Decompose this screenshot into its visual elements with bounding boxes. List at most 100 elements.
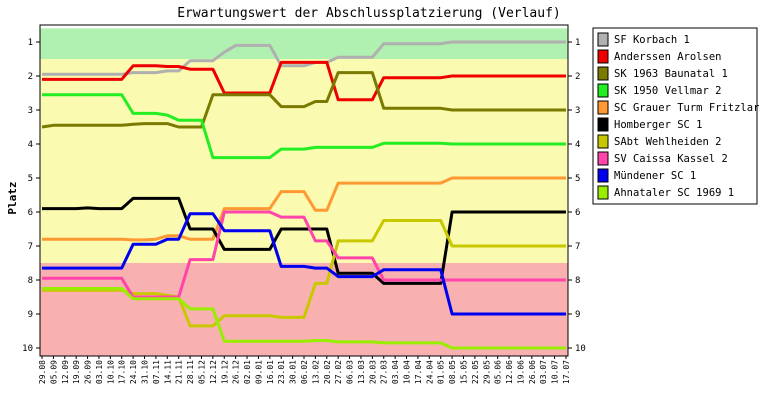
y-tick-label-right-9: 10 (575, 344, 586, 354)
x-tick-label-5: 03.10 (95, 360, 104, 384)
series-line-5 (42, 196, 566, 285)
legend-label-8: Mündener SC 1 (614, 170, 696, 182)
x-tick-label-14: 05.12 (197, 360, 206, 384)
x-tick-label-1: 05.09 (49, 360, 58, 384)
x-tick-label-35: 01.05 (437, 360, 446, 384)
y-tick-label-right-5: 6 (575, 208, 580, 218)
x-tick-label-38: 22.05 (471, 360, 480, 384)
legend-swatch-7 (597, 151, 609, 166)
series-line-1 (42, 60, 566, 102)
x-tick-label-2: 12.09 (61, 360, 70, 384)
x-tick-label-0: 29.08 (38, 360, 47, 384)
y-tick-label-left-5: 6 (28, 208, 33, 218)
x-tick-label-34: 24.04 (425, 360, 434, 384)
x-tick-label-11: 14.11 (163, 360, 172, 384)
x-tick-label-4: 26.09 (84, 360, 93, 384)
x-tick-label-45: 10.07 (551, 360, 560, 384)
x-tick-label-7: 17.10 (118, 360, 127, 384)
y-tick-label-right-4: 5 (575, 174, 580, 184)
x-tick-label-28: 13.03 (357, 360, 366, 384)
x-tick-label-17: 26.12 (232, 360, 241, 384)
x-tick-label-23: 06.02 (300, 360, 309, 384)
y-tick-label-left-8: 9 (28, 310, 33, 320)
x-tick-label-46: 17.07 (562, 360, 571, 384)
x-tick-label-24: 13.02 (311, 360, 320, 384)
x-tick-label-43: 26.06 (528, 360, 537, 384)
y-tick-label-left-9: 10 (22, 344, 33, 354)
legend-swatch-5 (597, 117, 609, 132)
x-tick-label-6: 10.10 (106, 360, 115, 384)
legend-swatch-4 (597, 100, 609, 115)
series-line-2 (41, 71, 566, 129)
series-line-8 (42, 212, 566, 316)
y-tick-label-right-7: 8 (575, 276, 580, 286)
y-tick-label-left-6: 7 (28, 242, 33, 252)
x-tick-label-22: 30.01 (289, 360, 298, 384)
x-tick-label-41: 12.06 (505, 360, 514, 384)
band-0 (40, 28, 568, 59)
x-tick-label-44: 03.07 (539, 360, 548, 384)
x-tick-label-37: 15.05 (459, 360, 468, 384)
x-tick-label-33: 17.04 (414, 360, 423, 384)
x-tick-label-15: 12.12 (209, 360, 218, 384)
legend-swatch-2 (597, 66, 609, 81)
chart-title: Erwartungswert der Abschlussplatzierung … (177, 6, 561, 21)
x-tick-label-39: 29.05 (482, 360, 491, 384)
x-tick-label-13: 28.11 (186, 360, 195, 384)
x-tick-label-20: 16.01 (266, 360, 275, 384)
x-tick-label-32: 10.04 (403, 360, 412, 384)
y-tick-label-right-0: 1 (575, 38, 580, 48)
x-tick-label-29: 20.03 (368, 360, 377, 384)
x-tick-label-36: 08.05 (448, 360, 457, 384)
y-tick-label-right-1: 2 (575, 72, 580, 82)
legend-label-3: SK 1950 Vellmar 2 (614, 85, 721, 97)
x-tick-label-12: 21.11 (175, 360, 184, 384)
y-tick-label-left-0: 1 (28, 38, 33, 48)
legend-label-5: Homberger SC 1 (614, 119, 703, 131)
x-tick-label-27: 06.03 (346, 360, 355, 384)
legend-swatch-9 (597, 185, 609, 200)
x-tick-label-21: 23.01 (277, 360, 286, 384)
x-tick-label-42: 19.06 (516, 360, 525, 384)
legend-swatch-3 (597, 83, 609, 98)
y-tick-label-left-4: 5 (28, 174, 33, 184)
legend (592, 27, 758, 205)
y-tick-label-left-1: 2 (28, 72, 33, 82)
y-tick-label-left-3: 4 (28, 140, 33, 150)
series-line-3 (42, 93, 566, 160)
series-line-9 (42, 287, 566, 350)
x-tick-label-16: 19.12 (220, 360, 229, 384)
y-tick-label-right-2: 3 (575, 106, 580, 116)
legend-swatch-8 (597, 168, 609, 183)
legend-label-0: SF Korbach 1 (614, 34, 690, 46)
x-tick-label-26: 27.02 (334, 360, 343, 384)
x-tick-label-9: 31.10 (141, 360, 150, 384)
legend-label-4: SC Grauer Turm Fritzlar (614, 102, 759, 114)
legend-label-6: SAbt Wehlheiden 2 (614, 136, 721, 148)
band-1 (40, 59, 568, 263)
x-tick-label-3: 19.09 (72, 360, 81, 384)
legend-swatch-0 (597, 32, 609, 47)
x-tick-label-18: 02.01 (243, 360, 252, 384)
x-tick-label-31: 03.04 (391, 360, 400, 384)
series-line-0 (42, 40, 566, 76)
y-tick-label-right-8: 9 (575, 310, 580, 320)
x-tick-label-8: 24.10 (129, 360, 138, 384)
y-axis-label: Platz (6, 181, 19, 214)
legend-swatch-6 (597, 134, 609, 149)
x-tick-label-19: 09.01 (254, 360, 263, 384)
x-tick-label-40: 05.06 (494, 360, 503, 384)
y-tick-label-left-7: 8 (28, 276, 33, 286)
legend-label-7: SV Caissa Kassel 2 (614, 153, 728, 165)
legend-label-2: SK 1963 Baunatal 1 (614, 68, 728, 80)
x-tick-label-10: 07.11 (152, 360, 161, 384)
legend-label-9: Ahnataler SC 1969 1 (614, 187, 734, 199)
x-tick-label-30: 27.03 (380, 360, 389, 384)
y-tick-label-right-3: 4 (575, 140, 580, 150)
legend-swatch-1 (597, 49, 609, 64)
x-tick-label-25: 20.02 (323, 360, 332, 384)
series-line-4 (42, 176, 566, 242)
series-line-7 (42, 210, 566, 299)
y-tick-label-left-2: 3 (28, 106, 33, 116)
